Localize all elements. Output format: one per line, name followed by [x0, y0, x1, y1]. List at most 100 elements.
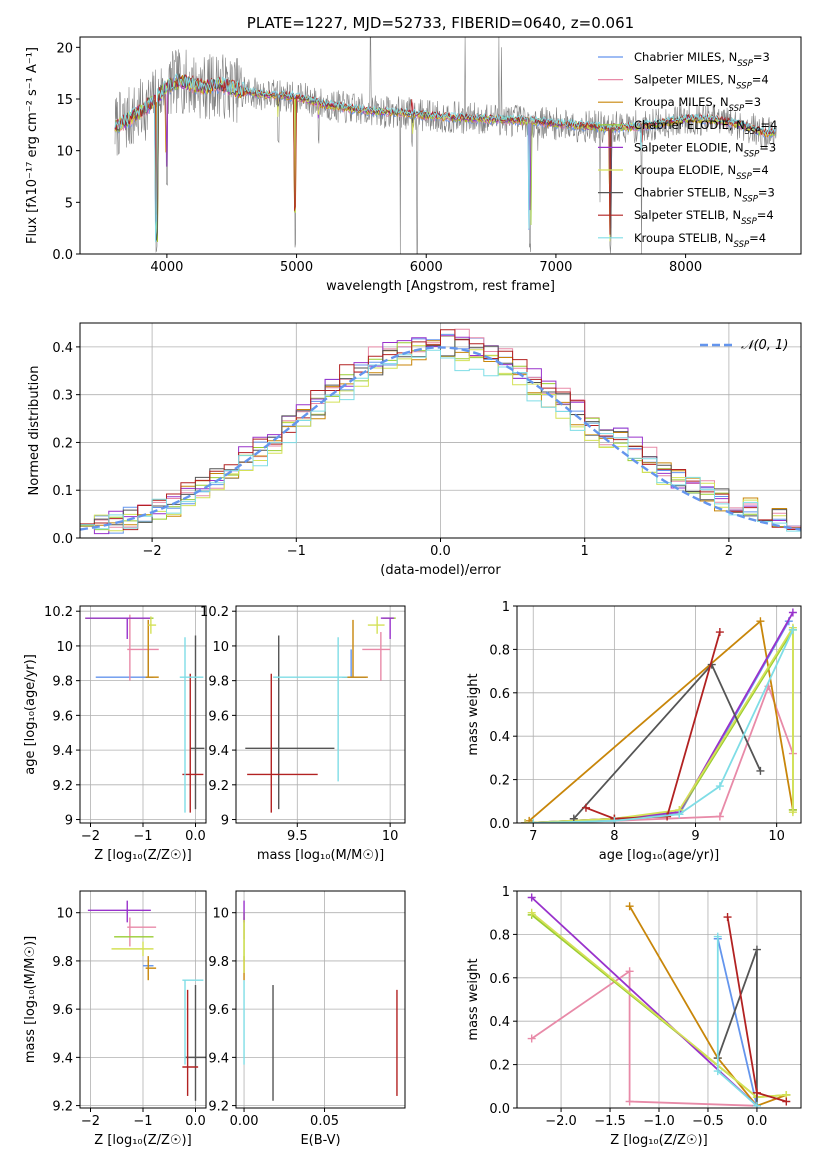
- x-tick-label: 0.0: [185, 829, 206, 844]
- legend-entry: Salpeter MILES, NSSP=4: [634, 73, 769, 92]
- panel-mass_vs_Z: −2 −1 0.0 9.2 9.4 9.6 9.8 10 Z [log₁₀(Z/Z☉)] mass…: [23, 890, 207, 1148]
- y-tick-label: 9.8: [208, 675, 229, 690]
- y-tick-label: 9.4: [52, 1051, 73, 1066]
- plot-area: [243, 900, 398, 1101]
- errorbar-chabrier-stelib: [190, 635, 205, 810]
- spectrum-legend: Chabrier MILES, NSSP=3 Salpeter MILES, NS…: [598, 50, 777, 250]
- errorbar-kroupa-elodie: [367, 616, 385, 634]
- series-marker: [525, 816, 534, 823]
- x-tick-label: 7000: [539, 260, 572, 275]
- x-tick-label: 10: [382, 829, 399, 844]
- series-marker: [756, 766, 765, 775]
- panel-spectrum: 4000 5000 6000 7000 8000 0.0 5 10 15 20 wavelength…: [25, 14, 802, 294]
- y-axis-label: Flux [fλ10⁻¹⁷ erg cm⁻² s⁻¹ A⁻¹]: [25, 47, 40, 244]
- y-axis-label: Normed distribution: [27, 366, 42, 496]
- panel-mass_vs_ebv: 0.00 0.05 9.2 9.4 9.6 9.8 10 E(B-V): [208, 890, 406, 1148]
- legend-entry: Chabrier MILES, NSSP=3: [634, 50, 770, 69]
- y-tick-label: 0.3: [52, 389, 73, 404]
- series-salpeter-miles: [521, 682, 797, 823]
- y-tick-label: 0.4: [489, 730, 510, 745]
- series-marker: [715, 628, 724, 637]
- series-marker: [752, 1101, 761, 1108]
- y-axis-label: mass weight: [466, 958, 481, 1040]
- axes-frame: [516, 605, 802, 824]
- errorbar-kroupa-stelib: [179, 637, 204, 813]
- y-tick-label: 10: [212, 640, 229, 655]
- legend-entry: Salpeter STELIB, NSSP=4: [634, 208, 774, 227]
- x-tick-label: 8: [610, 829, 618, 844]
- y-tick-label: 9.6: [208, 1003, 229, 1018]
- series-marker: [581, 803, 590, 812]
- x-tick-label: 0.00: [230, 1114, 259, 1129]
- model-line-kroupa-stelib: [114, 73, 777, 243]
- y-tick-label: 0.2: [489, 774, 510, 789]
- y-tick-label: 1: [502, 885, 510, 900]
- panel-age_vs_Z: −2 −1 0.0 9 9.2 9.4 9.6 9.8 10 10.2 Z [log₁₀(Z/Z☉)…: [23, 605, 207, 863]
- series-line: [716, 938, 758, 1107]
- gridlines: [80, 323, 801, 539]
- y-tick-label: 9.2: [208, 779, 229, 794]
- errorbar-kroupa-miles: [145, 619, 159, 678]
- errorbar-chabrier-stelib: [245, 635, 335, 810]
- y-tick-label: 9.2: [52, 1100, 73, 1115]
- series-line: [585, 631, 721, 820]
- panel-age_vs_mass: 9.5 10 9 9.2 9.4 9.6 9.8 10 10.2 mass [log₁₀(M/M☉…: [200, 605, 406, 863]
- series-chabrier-miles: [713, 934, 761, 1108]
- y-tick-label: 10: [56, 145, 73, 160]
- x-tick-label: 5000: [280, 260, 313, 275]
- y-tick-label: 9.8: [52, 955, 73, 970]
- plot-area: [80, 328, 801, 535]
- y-tick-label: 0.8: [489, 928, 510, 943]
- errorbar-kroupa-stelib: [182, 979, 204, 1065]
- series-salpeter-stelib: [581, 628, 724, 823]
- y-tick-label: 0.6: [489, 972, 510, 987]
- x-tick-label: −1.0: [643, 1114, 675, 1129]
- x-axis-label: wavelength [Angstrom, rest frame]: [326, 279, 555, 294]
- series-marker: [788, 808, 797, 817]
- series-marker: [788, 608, 797, 617]
- errorbar-kroupa-elodie: [148, 616, 157, 634]
- series-marker: [521, 819, 530, 823]
- x-tick-label: 7: [529, 829, 537, 844]
- y-tick-label: 9: [221, 814, 229, 829]
- x-tick-label: −1: [133, 1114, 152, 1129]
- y-tick-label: 10: [56, 907, 73, 922]
- errorbar-chabrier-miles: [341, 649, 366, 678]
- axes-frame: [79, 36, 802, 255]
- x-tick-label: 0.0: [185, 1114, 206, 1129]
- y-tick-label: 9.2: [208, 1100, 229, 1115]
- panel-mass_weight_vs_Z: −2.0 −1.5 −1.0 −0.5 0.0 0.0 0.2 0.4 0.6 0.8 1 Z [lo…: [466, 885, 802, 1148]
- series-chabrier-elodie: [521, 625, 797, 823]
- gridlines: [236, 606, 405, 823]
- x-tick-label: −2: [143, 544, 162, 559]
- x-tick-label: −2: [81, 829, 100, 844]
- series-marker: [527, 1034, 536, 1043]
- y-tick-label: 9.2: [52, 779, 73, 794]
- errorbar-salpeter-miles: [127, 614, 159, 681]
- gridlines: [236, 891, 405, 1108]
- series-marker: [713, 1067, 722, 1076]
- y-tick-label: 10.2: [44, 605, 73, 620]
- y-tick-label: 9.8: [208, 955, 229, 970]
- y-tick-label: 0.2: [52, 436, 73, 451]
- y-tick-label: 5: [65, 196, 73, 211]
- x-axis-label: Z [log₁₀(Z/Z☉)]: [94, 848, 191, 863]
- x-axis-label: (data-model)/error: [380, 563, 501, 578]
- errorbar-salpeter-miles: [127, 917, 157, 947]
- panel-mass_weight_vs_age: 7 8 9 10 0.0 0.2 0.4 0.6 0.8 1 age [log₁₀(age/yr)]…: [466, 600, 802, 863]
- x-axis-label: age [log₁₀(age/yr)]: [599, 848, 720, 863]
- axes-frame: [235, 890, 406, 1109]
- x-tick-label: 0.0: [430, 544, 451, 559]
- errorbar-chabrier-miles: [95, 649, 154, 678]
- series-marker: [752, 1088, 761, 1097]
- series-marker: [713, 932, 722, 941]
- y-tick-label: 9.8: [52, 675, 73, 690]
- y-tick-label: 0.0: [52, 532, 73, 547]
- series-marker: [625, 1097, 634, 1106]
- chart-title: PLATE=1227, MJD=52733, FIBERID=0640, z=0…: [247, 14, 634, 32]
- x-axis-label: Z [log₁₀(Z/Z☉)]: [610, 1133, 707, 1148]
- y-tick-label: 0.0: [52, 248, 73, 263]
- y-tick-label: 9.4: [208, 744, 229, 759]
- errorbar-salpeter-elodie: [87, 900, 151, 923]
